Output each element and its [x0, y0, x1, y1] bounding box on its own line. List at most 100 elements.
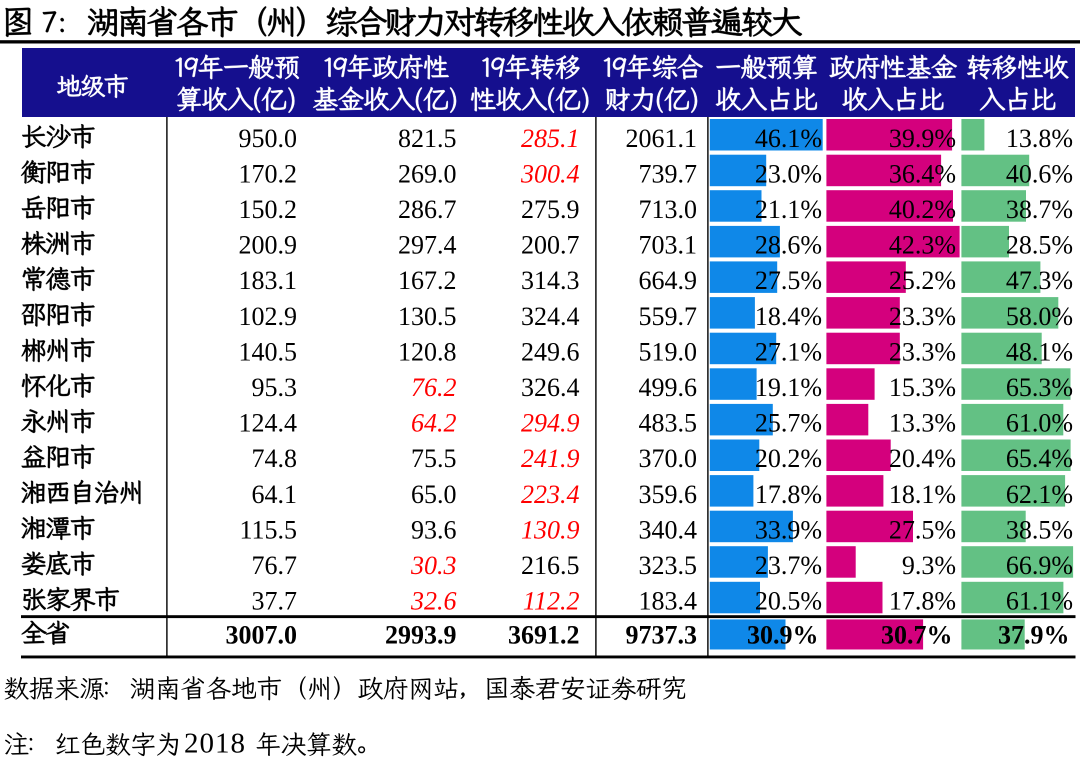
svg-text:294.9: 294.9 [521, 409, 580, 438]
svg-text:13.8%: 13.8% [1006, 124, 1073, 153]
svg-text:37.7: 37.7 [252, 587, 298, 616]
svg-text:483.5: 483.5 [639, 409, 698, 438]
svg-text:38.5%: 38.5% [1006, 515, 1073, 544]
svg-text:323.5: 323.5 [639, 551, 698, 580]
svg-text:27.1%: 27.1% [755, 337, 822, 366]
svg-text:64.1: 64.1 [252, 480, 298, 509]
svg-text:300.4: 300.4 [520, 159, 580, 188]
svg-text:42.3%: 42.3% [889, 231, 956, 260]
svg-text:23.3%: 23.3% [889, 337, 956, 366]
svg-text:23.3%: 23.3% [889, 302, 956, 331]
svg-text:46.1%: 46.1% [755, 124, 822, 153]
svg-text:130.9: 130.9 [521, 515, 580, 544]
svg-text:167.2: 167.2 [398, 266, 457, 295]
svg-text:40.6%: 40.6% [1006, 159, 1073, 188]
svg-text:3691.2: 3691.2 [508, 621, 580, 650]
svg-text:140.5: 140.5 [239, 337, 298, 366]
svg-text:47.3%: 47.3% [1006, 266, 1073, 295]
svg-text:703.1: 703.1 [639, 231, 698, 260]
svg-text:37.9%: 37.9% [998, 621, 1070, 650]
svg-text:200.9: 200.9 [239, 231, 298, 260]
svg-text:23.0%: 23.0% [755, 159, 822, 188]
svg-text:65.3%: 65.3% [1006, 373, 1073, 402]
svg-text:713.0: 713.0 [639, 195, 698, 224]
svg-text:61.1%: 61.1% [1006, 587, 1073, 616]
svg-text:25.2%: 25.2% [889, 266, 956, 295]
svg-text:33.9%: 33.9% [755, 515, 822, 544]
svg-text:15.3%: 15.3% [889, 373, 956, 402]
svg-text:28.6%: 28.6% [755, 231, 822, 260]
svg-text:359.6: 359.6 [639, 480, 698, 509]
svg-text:62.1%: 62.1% [1006, 480, 1073, 509]
svg-text:285.1: 285.1 [521, 124, 580, 153]
svg-text:27.5%: 27.5% [755, 266, 822, 295]
svg-text:519.0: 519.0 [639, 337, 698, 366]
svg-text:17.8%: 17.8% [755, 480, 822, 509]
svg-text:76.2: 76.2 [411, 373, 457, 402]
svg-text:286.7: 286.7 [398, 195, 457, 224]
svg-text:115.5: 115.5 [239, 515, 297, 544]
svg-text:241.9: 241.9 [521, 444, 580, 473]
svg-text:370.0: 370.0 [639, 444, 698, 473]
svg-text:66.9%: 66.9% [1006, 551, 1073, 580]
svg-text:95.3: 95.3 [252, 373, 298, 402]
svg-text:20.5%: 20.5% [755, 587, 822, 616]
svg-text:664.9: 664.9 [639, 266, 698, 295]
svg-text:28.5%: 28.5% [1006, 231, 1073, 260]
svg-text:326.4: 326.4 [521, 373, 580, 402]
svg-text:150.2: 150.2 [239, 195, 298, 224]
svg-text:120.8: 120.8 [398, 337, 457, 366]
svg-text:58.0%: 58.0% [1006, 302, 1073, 331]
svg-text:223.4: 223.4 [521, 480, 580, 509]
svg-text:93.6: 93.6 [411, 515, 457, 544]
svg-text:9737.3: 9737.3 [626, 621, 698, 650]
svg-text:499.6: 499.6 [639, 373, 698, 402]
svg-text:324.4: 324.4 [521, 302, 580, 331]
svg-text:65.4%: 65.4% [1006, 444, 1073, 473]
svg-text:21.1%: 21.1% [755, 195, 822, 224]
svg-text:61.0%: 61.0% [1006, 409, 1073, 438]
svg-text:216.5: 216.5 [521, 551, 580, 580]
svg-text:2061.1: 2061.1 [626, 124, 698, 153]
svg-text:102.9: 102.9 [239, 302, 298, 331]
svg-text:124.4: 124.4 [239, 409, 298, 438]
svg-text:32.6: 32.6 [410, 587, 457, 616]
svg-text:269.0: 269.0 [398, 159, 457, 188]
svg-text:20.2%: 20.2% [755, 444, 822, 473]
svg-text:18.4%: 18.4% [755, 302, 822, 331]
svg-text:275.9: 275.9 [521, 195, 580, 224]
svg-text:112.2: 112.2 [523, 587, 580, 616]
svg-text:950.0: 950.0 [239, 124, 298, 153]
svg-text:30.3: 30.3 [410, 551, 457, 580]
svg-text:13.3%: 13.3% [889, 409, 956, 438]
svg-text:75.5: 75.5 [411, 444, 457, 473]
svg-text:74.8: 74.8 [252, 444, 298, 473]
svg-text:249.6: 249.6 [521, 337, 580, 366]
svg-text:65.0: 65.0 [411, 480, 457, 509]
svg-text:30.9%: 30.9% [747, 621, 819, 650]
svg-text:130.5: 130.5 [398, 302, 457, 331]
svg-text:2993.9: 2993.9 [385, 621, 457, 650]
svg-text:23.7%: 23.7% [755, 551, 822, 580]
svg-text:39.9%: 39.9% [889, 124, 956, 153]
svg-text:170.2: 170.2 [239, 159, 298, 188]
svg-text:25.7%: 25.7% [755, 409, 822, 438]
svg-text:739.7: 739.7 [639, 159, 698, 188]
svg-text:40.2%: 40.2% [889, 195, 956, 224]
svg-text:200.7: 200.7 [521, 231, 580, 260]
svg-text:2018: 2018 [184, 728, 246, 760]
svg-text:30.7%: 30.7% [881, 621, 953, 650]
svg-text:183.1: 183.1 [239, 266, 298, 295]
svg-text:559.7: 559.7 [639, 302, 698, 331]
svg-text:27.5%: 27.5% [889, 515, 956, 544]
svg-text:76.7: 76.7 [252, 551, 298, 580]
svg-text:3007.0: 3007.0 [226, 621, 298, 650]
svg-text:9.3%: 9.3% [902, 551, 956, 580]
svg-text:38.7%: 38.7% [1006, 195, 1073, 224]
svg-text:64.2: 64.2 [411, 409, 457, 438]
svg-text:340.4: 340.4 [639, 515, 698, 544]
svg-text:17.8%: 17.8% [889, 587, 956, 616]
svg-text:19.1%: 19.1% [755, 373, 822, 402]
svg-text:48.1%: 48.1% [1006, 337, 1073, 366]
svg-text:297.4: 297.4 [398, 231, 457, 260]
